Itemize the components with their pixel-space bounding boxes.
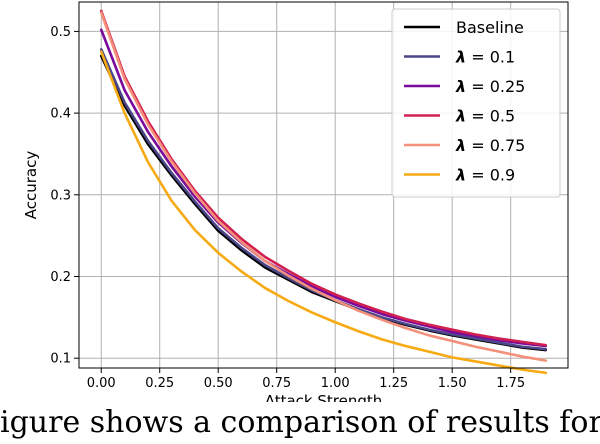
x-tick-label: 1.75 xyxy=(496,376,525,391)
y-tick-label: 0.5 xyxy=(50,25,71,40)
x-tick-label: 0.50 xyxy=(204,376,233,391)
legend-label: λ = 0.5 xyxy=(455,107,515,126)
x-tick-label: 1.25 xyxy=(379,376,408,391)
caption-text: igure shows a comparison of results for … xyxy=(0,402,600,444)
x-tick-label: 0.00 xyxy=(87,376,116,391)
legend-label: λ = 0.25 xyxy=(455,77,525,96)
y-tick-label: 0.4 xyxy=(50,107,71,122)
legend-label: λ = 0.75 xyxy=(455,136,525,155)
legend-label: Baseline xyxy=(456,18,524,37)
y-tick-label: 0.2 xyxy=(50,270,71,285)
y-tick-label: 0.1 xyxy=(50,352,71,367)
legend: Baseline λ = 0.1 λ = 0.25 λ = 0.5 λ = 0.75 λ … xyxy=(392,9,560,197)
y-tick-label: 0.3 xyxy=(50,188,71,203)
x-tick-label: 1.50 xyxy=(438,376,467,391)
y-axis-label: Accuracy xyxy=(22,151,40,220)
accuracy-vs-attack-strength-chart: 0.00 0.25 0.50 0.75 1.00 1.25 1.50 1.75 0.1 0.2 0.… xyxy=(0,0,600,402)
x-tick-label: 1.00 xyxy=(321,376,350,391)
x-axis-label: Attack Strength xyxy=(265,392,383,402)
legend-label: λ = 0.9 xyxy=(455,166,515,185)
legend-label: λ = 0.1 xyxy=(455,48,515,67)
x-tick-label: 0.75 xyxy=(262,376,291,391)
x-tick-label: 0.25 xyxy=(145,376,174,391)
